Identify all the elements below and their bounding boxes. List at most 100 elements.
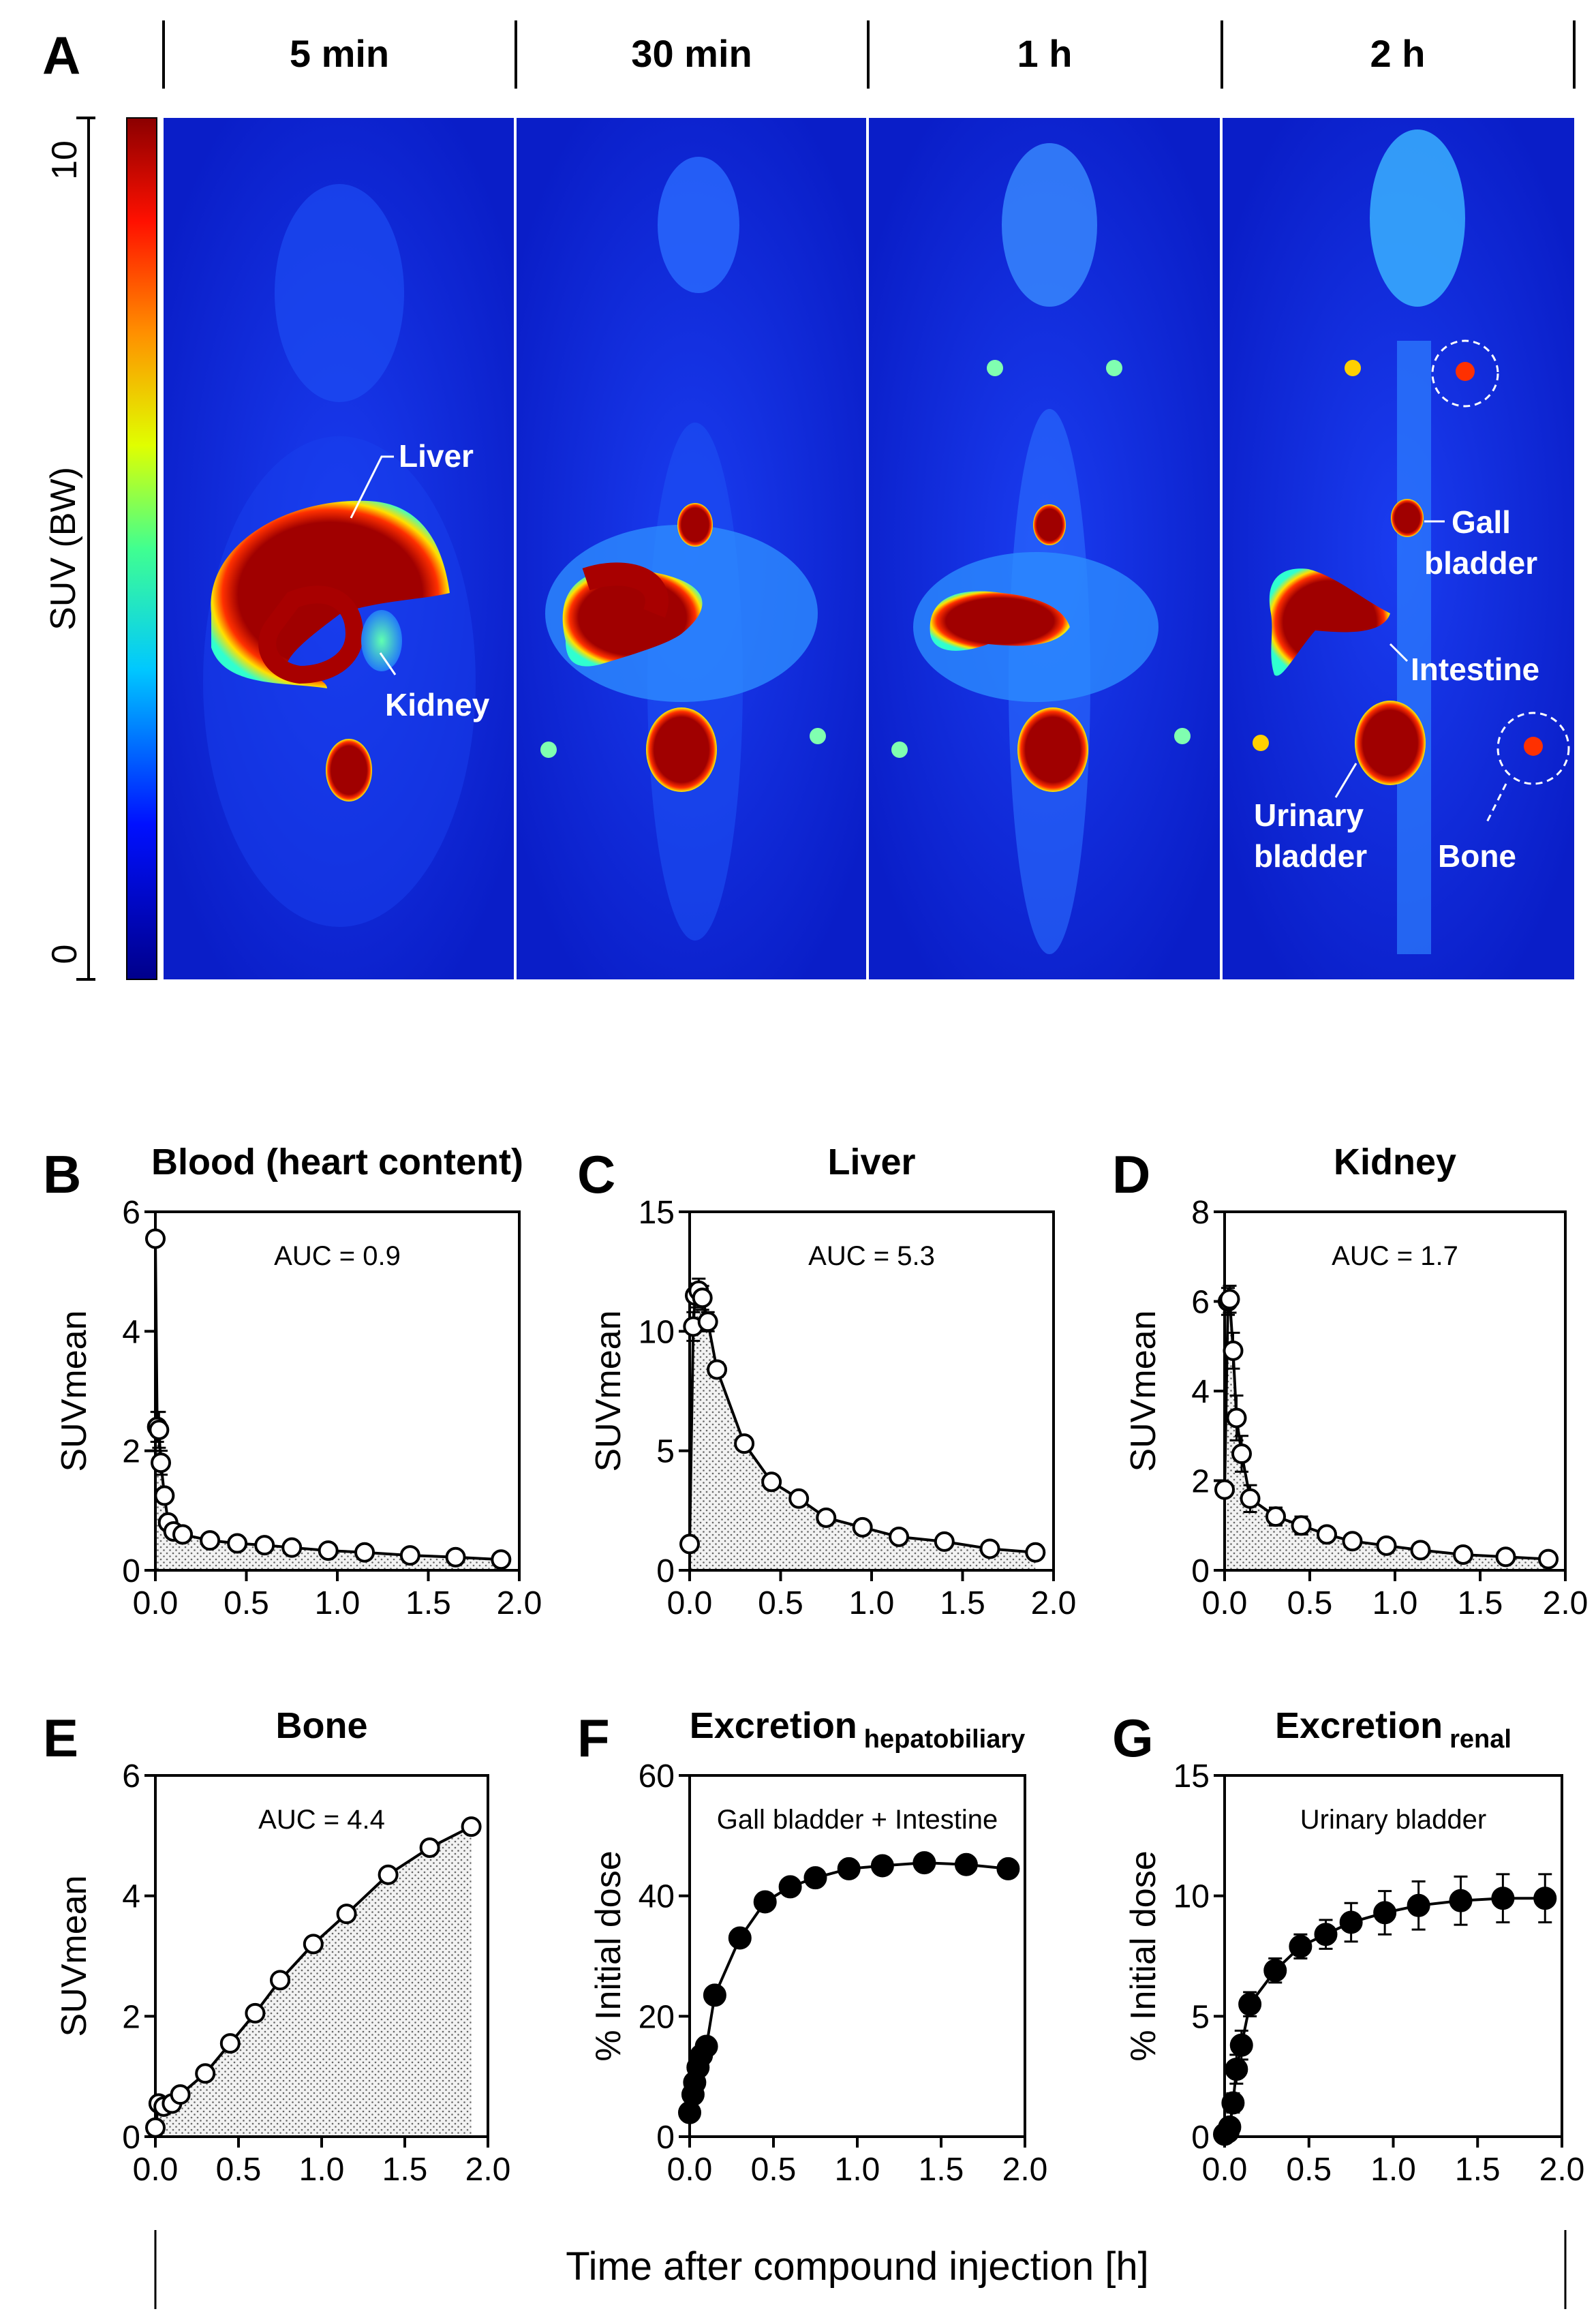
data-point — [145, 1228, 166, 1249]
y-tick-label: 2 — [122, 1999, 140, 2035]
data-point — [378, 1864, 399, 1885]
organ-label-bone: Bone — [1438, 838, 1516, 874]
x-tick-label: 2.0 — [1002, 2152, 1048, 2188]
y-axis-label: SUVmean — [55, 1311, 94, 1472]
data-point — [679, 1533, 700, 1555]
data-point — [852, 1516, 873, 1538]
organ-label-gall-bladder: bladder — [1424, 545, 1537, 581]
data-point — [1314, 1923, 1338, 1947]
series-line — [1223, 1897, 1546, 2136]
y-tick-label: 10 — [639, 1314, 675, 1350]
data-point — [254, 1535, 275, 1556]
y-tick-label: 5 — [1191, 1999, 1210, 2035]
data-point — [227, 1533, 248, 1554]
data-point — [399, 1545, 420, 1566]
data-point — [154, 1485, 175, 1506]
data-point — [200, 1530, 221, 1551]
data-point — [1025, 1542, 1046, 1563]
chart-panels: B Blood (heart content) 0 2 4 6 0.0 0.5 1.0 1.5 2.… — [43, 1142, 1588, 2188]
x-axis-label: Time after compound injection [h] — [566, 2244, 1148, 2289]
y-axis-label: SUVmean — [55, 1876, 94, 2037]
panel-letter: G — [1112, 1708, 1154, 1768]
y-tick-label: 15 — [639, 1195, 675, 1231]
x-tick-label: 0.0 — [1202, 1585, 1248, 1621]
data-point — [1538, 1548, 1559, 1570]
y-tick-label: 0 — [656, 1553, 675, 1589]
data-point — [1339, 1910, 1363, 1934]
y-tick-label: 20 — [639, 1999, 675, 2035]
x-tick-label: 0.0 — [1202, 2152, 1248, 2188]
y-tick-label: 15 — [1173, 1758, 1210, 1795]
x-tick-label: 1.0 — [849, 1585, 895, 1621]
timepoint-label: 2 h — [1370, 32, 1426, 75]
data-point — [419, 1837, 440, 1858]
data-point — [1317, 1524, 1337, 1545]
data-point — [753, 1890, 777, 1914]
panel-a-letter: A — [42, 25, 80, 85]
pet-image-1h — [869, 118, 1221, 979]
data-point — [1449, 1889, 1473, 1912]
data-point — [734, 1433, 755, 1454]
data-point — [816, 1507, 837, 1528]
data-point — [318, 1540, 339, 1561]
data-point — [1214, 1479, 1235, 1500]
y-tick-label: 6 — [122, 1195, 140, 1231]
data-point — [1238, 1992, 1262, 2016]
y-tick-label: 10 — [1173, 1879, 1210, 1915]
data-point — [1533, 1887, 1557, 1910]
data-point — [697, 1311, 718, 1332]
data-point — [1225, 2058, 1248, 2081]
y-axis-label: % Initial dose — [589, 1850, 628, 2061]
chart-title-subscript: renal — [1449, 1725, 1511, 1754]
organ-label-urinary-bladder: bladder — [1254, 838, 1367, 874]
y-tick-label: 0 — [1191, 2120, 1210, 2156]
series-line — [154, 1238, 502, 1561]
chart-title: Kidney — [1334, 1142, 1456, 1182]
data-point — [1223, 1340, 1244, 1361]
auc-shading — [690, 1290, 1036, 1570]
data-point — [219, 2033, 241, 2054]
colorbar: 10 0 SUV (BW) — [44, 117, 157, 981]
data-point — [728, 1926, 752, 1950]
chart-annotation: AUC = 0.9 — [274, 1241, 401, 1271]
x-tick-label: 0.5 — [216, 2152, 262, 2188]
chart-panel-d: D Kidney 0 2 4 6 8 0.0 0.5 1.0 1.5 2.0 SUVmean AUC = … — [1112, 1142, 1588, 1621]
x-tick-label: 2.0 — [1031, 1585, 1077, 1621]
data-point — [1221, 2091, 1245, 2115]
y-tick-label: 2 — [122, 1434, 140, 1470]
chart-panel-b: B Blood (heart content) 0 2 4 6 0.0 0.5 1.0 1.5 2.… — [43, 1142, 542, 1621]
data-point — [354, 1542, 375, 1563]
data-point — [445, 1546, 466, 1568]
data-point — [778, 1875, 802, 1899]
data-point — [1495, 1546, 1516, 1568]
organ-label-intestine: Intestine — [1411, 652, 1539, 687]
data-point — [491, 1549, 512, 1570]
x-tick-label: 0.5 — [1286, 2152, 1332, 2188]
timepoint-label: 30 min — [631, 32, 752, 75]
x-tick-label: 2.0 — [497, 1585, 542, 1621]
data-point — [245, 2002, 266, 2024]
y-tick-label: 4 — [122, 1314, 140, 1350]
x-tick-label: 2.0 — [1539, 2152, 1585, 2188]
y-tick-label: 8 — [1191, 1195, 1210, 1231]
data-point — [1453, 1544, 1473, 1565]
data-point — [934, 1531, 955, 1552]
x-tick-label: 0.0 — [667, 2152, 713, 2188]
x-tick-label: 1.5 — [382, 2152, 428, 2188]
y-tick-label: 60 — [639, 1758, 675, 1795]
x-tick-label: 1.0 — [315, 1585, 360, 1621]
chart-annotation: AUC = 5.3 — [808, 1241, 935, 1271]
data-point — [1289, 1934, 1313, 1958]
y-tick-label: 0 — [656, 2120, 675, 2156]
x-tick-label: 0.0 — [667, 1585, 713, 1621]
data-point — [195, 2063, 216, 2084]
x-tick-label: 2.0 — [465, 2152, 511, 2188]
data-point — [1410, 1540, 1431, 1561]
data-point — [303, 1934, 324, 1955]
data-point — [788, 1488, 810, 1509]
data-point — [1218, 2115, 1242, 2139]
y-tick-label: 6 — [1191, 1285, 1210, 1321]
timepoint-label: 1 h — [1017, 32, 1073, 75]
data-point — [151, 1452, 172, 1474]
